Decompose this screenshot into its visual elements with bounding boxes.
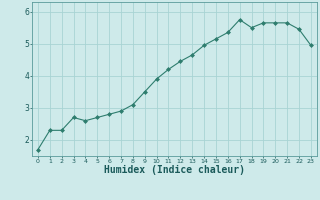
X-axis label: Humidex (Indice chaleur): Humidex (Indice chaleur)	[104, 165, 245, 175]
